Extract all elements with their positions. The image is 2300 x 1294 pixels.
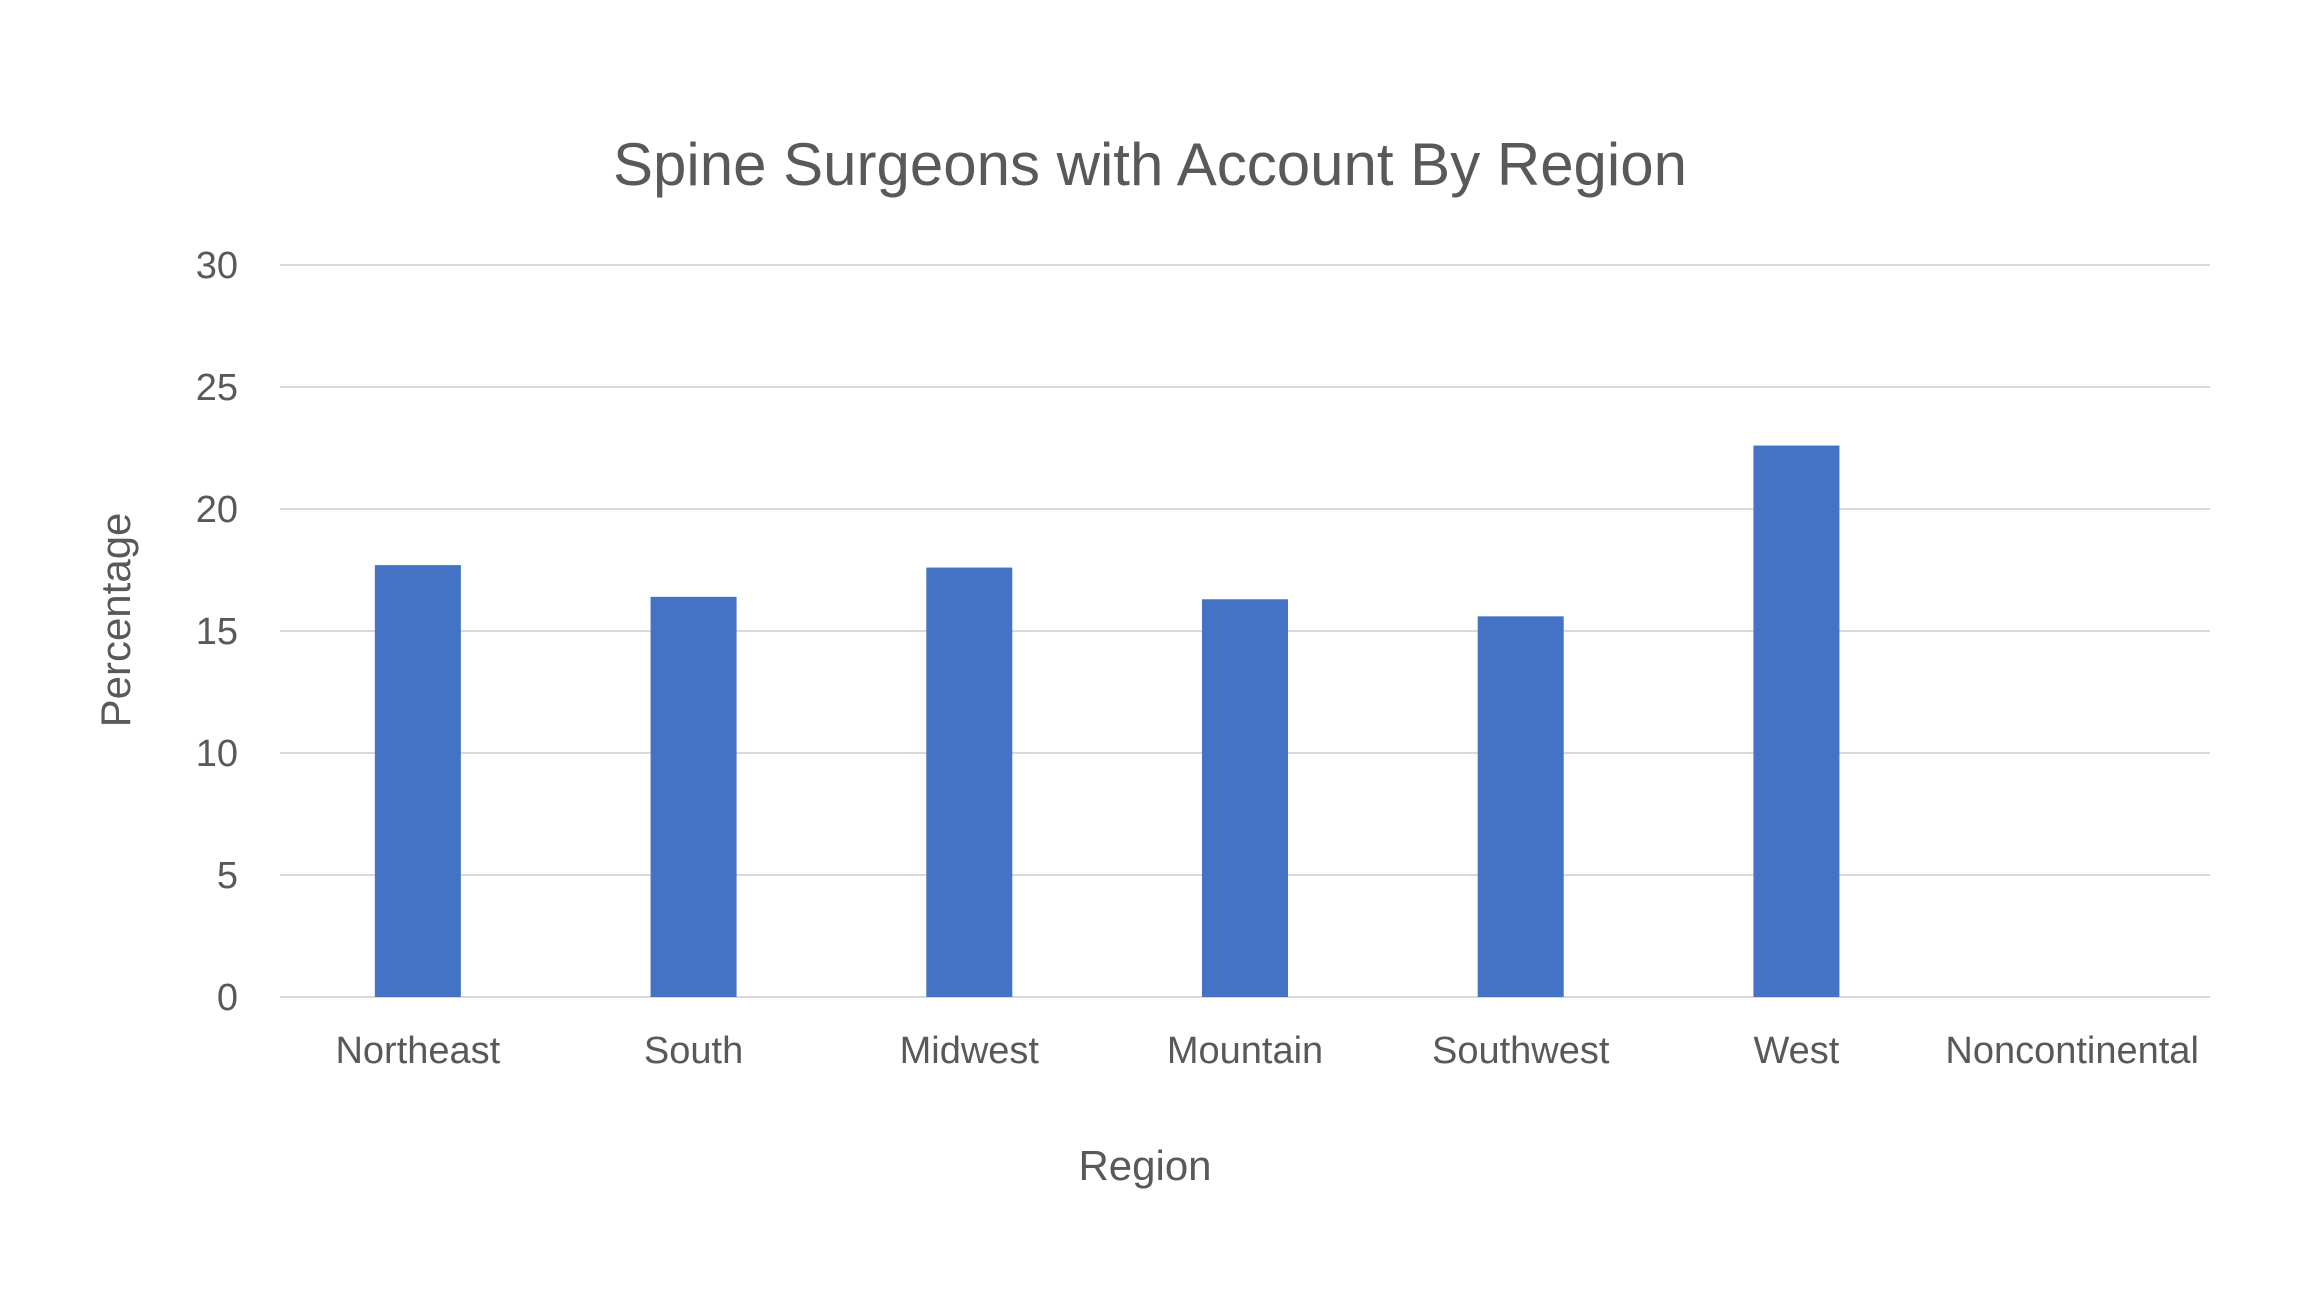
y-tick-label: 0 bbox=[217, 977, 238, 1019]
y-tick-label: 20 bbox=[196, 489, 238, 531]
y-tick-label: 30 bbox=[196, 245, 238, 287]
x-category-label: Mountain bbox=[1167, 1030, 1323, 1072]
y-tick-label: 5 bbox=[217, 855, 238, 897]
y-axis-title: Percentage bbox=[92, 513, 139, 728]
bar-mountain bbox=[1202, 599, 1288, 997]
x-axis-title: Region bbox=[1078, 1142, 1211, 1189]
x-category-label: Noncontinental bbox=[1945, 1030, 2199, 1072]
bar-south bbox=[650, 596, 737, 997]
bar-west bbox=[1753, 445, 1840, 997]
bar-southwest bbox=[1477, 616, 1564, 997]
x-category-label: South bbox=[644, 1030, 743, 1072]
y-tick-label: 10 bbox=[196, 733, 238, 775]
y-tick-label: 25 bbox=[196, 367, 238, 409]
x-category-label: Northeast bbox=[335, 1030, 500, 1072]
x-category-label: West bbox=[1753, 1030, 1839, 1072]
y-axis-ticks: 0 5 10 15 20 25 30 bbox=[196, 245, 238, 1019]
y-tick-label: 15 bbox=[196, 611, 238, 653]
x-category-label: Midwest bbox=[900, 1030, 1040, 1072]
bar-northeast bbox=[374, 565, 461, 997]
bars bbox=[374, 445, 1840, 997]
chart-title: Spine Surgeons with Account By Region bbox=[613, 131, 1687, 198]
x-category-label: Southwest bbox=[1432, 1030, 1610, 1072]
bar-midwest bbox=[926, 567, 1013, 997]
x-axis-categories: Northeast South Midwest Mountain Southwest We… bbox=[335, 1030, 2198, 1072]
